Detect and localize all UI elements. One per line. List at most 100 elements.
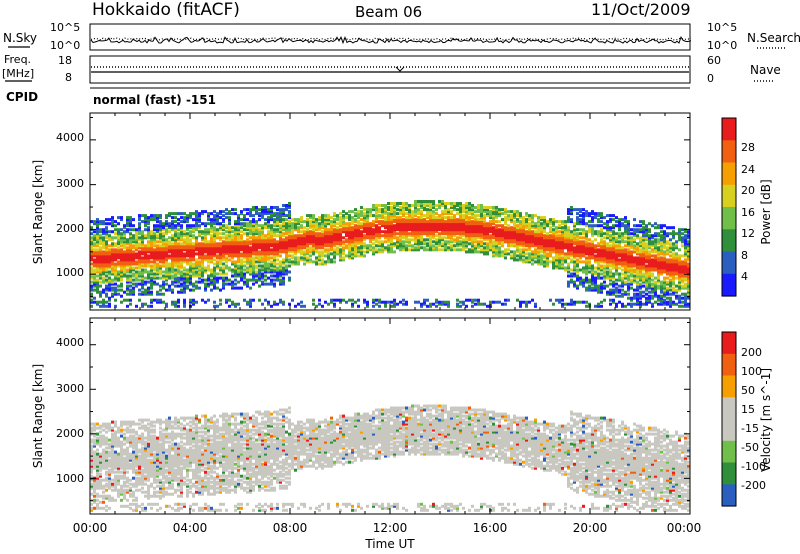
echo-cell [213,230,216,234]
echo-cell [321,214,324,218]
echo-cell [123,250,126,254]
echo-cell [573,284,576,288]
echo-cell [390,202,393,205]
echo-cell [135,284,138,288]
echo-cell [444,236,447,240]
echo-cell [171,268,174,272]
echo-cell [369,222,372,226]
echo-cell [390,212,393,216]
echo-cell [495,226,498,230]
echo-cell [168,224,171,228]
echo-cell [459,244,462,248]
echo-cell [360,244,363,248]
echo-cell [525,214,528,218]
echo-cell [441,230,444,234]
echo-cell [180,276,183,280]
echo-cell [363,236,366,240]
echo-cell [399,246,402,250]
echo-cell [189,278,192,282]
echo-cell [123,290,126,294]
echo-cell [156,262,159,266]
echo-cell [282,208,285,212]
echo-cell [348,238,351,242]
echo-cell [612,236,615,240]
echo-cell [105,252,108,256]
echo-cell [345,226,348,230]
echo-cell [138,228,141,232]
echo-cell [576,286,579,290]
echo-cell [237,240,240,244]
echo-cell [207,284,210,288]
echo-cell [615,272,618,276]
echo-cell [240,222,243,226]
echo-cell [498,224,501,228]
echo-cell [333,302,336,306]
echo-cell [639,258,642,262]
echo-cell [342,298,345,302]
echo-cell [159,228,162,232]
echo-cell [582,270,585,274]
echo-cell [282,232,285,236]
echo-cell [573,250,576,254]
echo-cell [495,238,498,242]
echo-cell [279,226,282,230]
echo-cell [282,238,285,242]
echo-cell [450,228,453,232]
echo-cell [612,280,615,284]
echo-cell [318,232,321,236]
echo-cell [300,240,303,244]
echo-cell [633,224,636,228]
echo-cell [258,234,261,238]
echo-cell [453,234,456,238]
echo-cell [90,256,93,260]
echo-cell [528,214,531,218]
echo-cell [330,236,333,240]
echo-cell [573,234,576,238]
echo-cell [615,262,618,266]
echo-cell [177,254,180,258]
echo-cell [522,222,525,226]
echo-cell [309,250,312,254]
echo-cell [303,252,306,256]
echo-cell [510,242,513,246]
echo-cell [138,230,141,234]
echo-cell [111,256,114,260]
echo-cell [237,274,240,278]
echo-cell [624,220,627,224]
echo-cell [597,254,600,258]
echo-cell [240,286,243,290]
echo-cell [279,266,282,270]
echo-cell [519,234,522,238]
echo-cell [267,236,270,240]
echo-cell [495,244,498,248]
echo-cell [144,260,147,264]
echo-cell [249,256,252,260]
echo-cell [417,204,420,207]
echo-cell [171,242,174,246]
echo-cell [171,212,174,216]
echo-cell [276,268,279,272]
echo-cell [474,236,477,240]
echo-cell [288,242,291,246]
echo-cell [639,292,642,296]
echo-cell [555,220,558,224]
echo-cell [168,272,171,276]
echo-cell [216,236,219,240]
echo-cell [174,234,177,238]
echo-cell [234,278,237,282]
echo-cell [516,234,519,238]
echo-cell [270,268,273,272]
echo-cell [648,236,651,240]
echo-cell [450,220,453,224]
echo-cell [228,230,231,234]
echo-cell [318,240,321,244]
echo-cell [273,232,276,236]
echo-cell [282,258,285,262]
echo-cell [330,240,333,244]
echo-cell [504,236,507,240]
echo-cell [621,276,624,280]
echo-cell [477,300,480,304]
echo-cell [480,240,483,244]
echo-cell [180,228,183,232]
echo-cell [105,254,108,258]
